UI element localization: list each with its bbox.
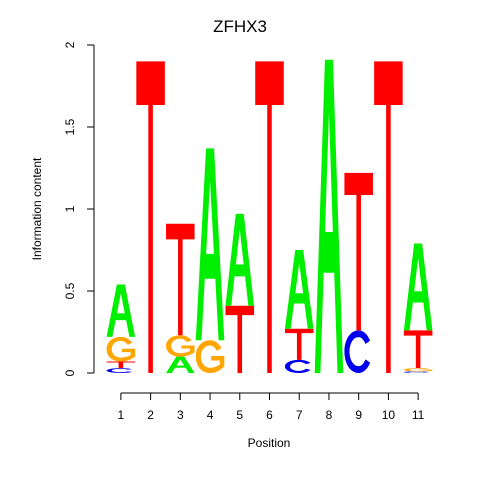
logo-letter-c	[106, 368, 133, 373]
x-tick-label: 4	[207, 408, 214, 422]
logo-letter-a	[106, 284, 136, 337]
logo-letter-g	[106, 336, 136, 362]
x-tick-label: 6	[266, 408, 273, 422]
logo-letter-t	[344, 172, 373, 331]
logo-letter-g	[403, 368, 433, 372]
x-axis: 1 2 3 4 5 6 7 8 9 10 11	[118, 392, 425, 422]
y-axis: 0 0.5 1 1.5 2	[63, 41, 95, 376]
logo-letter-g	[195, 340, 225, 373]
y-tick-label: 0	[63, 369, 77, 376]
logo-letter-t	[225, 305, 255, 373]
x-tick-label: 11	[412, 408, 425, 422]
logo-letter-a	[314, 59, 344, 373]
logo-letter-t	[136, 61, 165, 374]
logo-letter-c	[344, 330, 371, 373]
x-axis-label: Position	[248, 436, 291, 450]
y-tick-label: 2	[63, 41, 77, 48]
y-tick-label: 1	[63, 205, 77, 212]
x-tick-label: 5	[236, 408, 243, 422]
logo-letter-c	[403, 371, 430, 373]
logo-letter-a	[225, 213, 255, 306]
x-tick-label: 10	[382, 408, 396, 422]
y-tick-label: 1.5	[63, 118, 77, 135]
logo-letter-a	[403, 243, 433, 331]
logo-letter-a	[284, 250, 314, 329]
x-tick-label: 2	[147, 408, 154, 422]
logo-letter-t	[284, 328, 314, 360]
logo-letter-g	[166, 335, 195, 357]
logo-letter-t	[403, 330, 433, 369]
y-axis-label: Information content	[30, 157, 44, 260]
x-tick-label: 7	[296, 408, 303, 422]
x-tick-label: 1	[118, 408, 125, 422]
logo-letter-c	[284, 359, 311, 373]
chart-title: ZFHX3	[213, 17, 267, 36]
x-tick-label: 3	[177, 408, 184, 422]
logo-letter-t	[374, 61, 403, 374]
logo-letter-a	[195, 148, 225, 341]
x-tick-label: 8	[326, 408, 333, 422]
logo-letters	[106, 59, 433, 374]
x-tick-label: 9	[355, 408, 362, 422]
logo-letter-t	[166, 223, 195, 336]
logo-letter-t	[106, 361, 136, 369]
logo-letter-a	[166, 356, 195, 373]
y-tick-label: 0.5	[63, 282, 77, 299]
logo-letter-t	[255, 61, 284, 374]
